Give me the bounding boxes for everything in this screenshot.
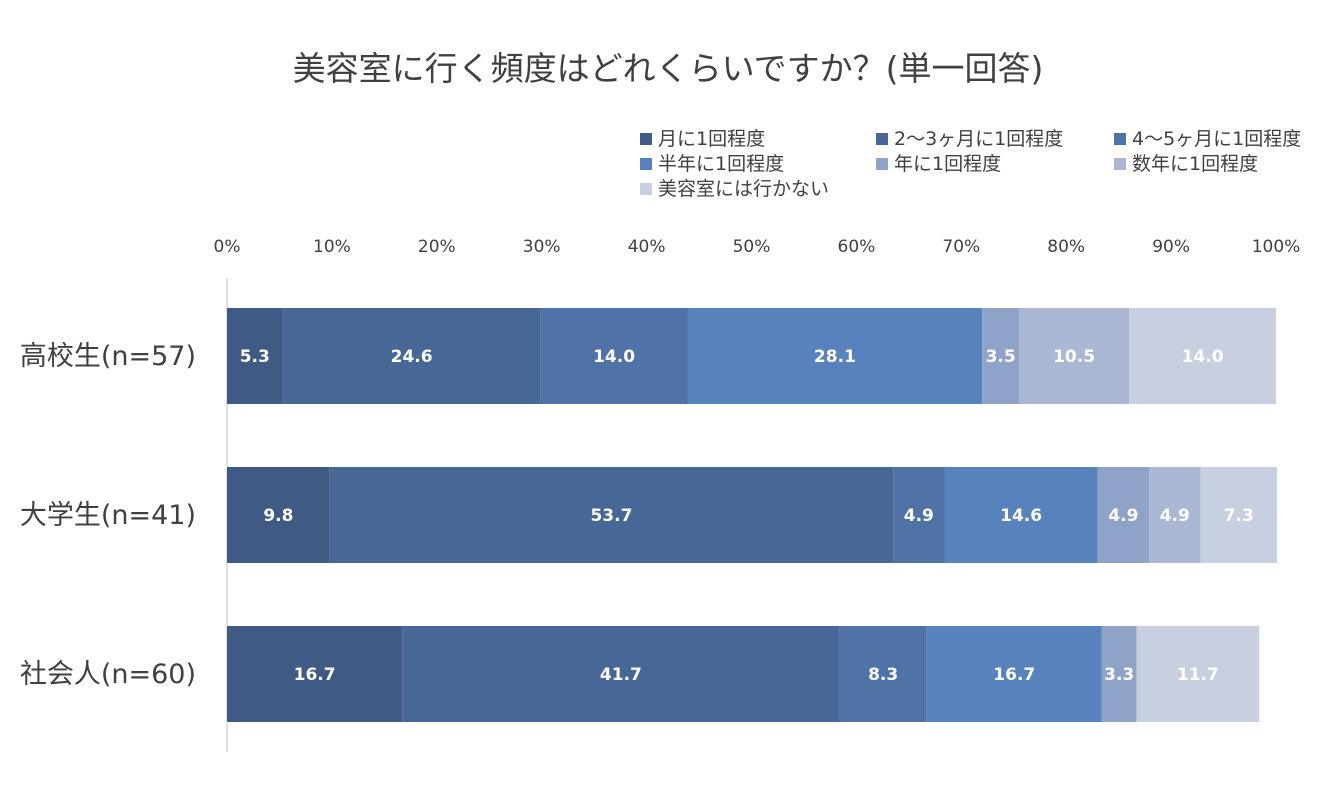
x-tick-label: 70% — [942, 237, 980, 257]
category-label: 高校生(n=57) — [20, 341, 196, 372]
bar-segment — [926, 626, 1102, 722]
data-label: 53.7 — [590, 506, 632, 526]
bar-segment — [687, 308, 983, 404]
bar-segment — [1136, 626, 1260, 722]
data-label: 14.0 — [593, 347, 635, 367]
data-label: 3.3 — [1104, 665, 1134, 685]
legend-swatch — [876, 133, 888, 145]
bar-segment — [402, 626, 840, 722]
legend-entry: 月に1回程度 — [658, 128, 765, 150]
data-label: 16.7 — [993, 665, 1035, 685]
legend-entry: 年に1回程度 — [894, 153, 1001, 175]
legend-entry: 2〜3ヶ月に1回程度 — [894, 128, 1063, 150]
chart-title: 美容室に行く頻度はどれくらいですか？(単一回答) — [293, 49, 1044, 88]
legend-swatch — [640, 133, 652, 145]
x-tick-label: 90% — [1152, 237, 1190, 257]
data-label: 14.0 — [1182, 347, 1224, 367]
x-tick-label: 100% — [1252, 237, 1301, 257]
data-label: 4.9 — [1160, 506, 1190, 526]
bar-segment — [1097, 467, 1150, 563]
legend-swatch — [1114, 133, 1126, 145]
bar-segment — [944, 467, 1098, 563]
data-label: 11.7 — [1177, 665, 1219, 685]
bar-segment — [893, 467, 945, 563]
bar-segment — [982, 308, 1019, 404]
bar-segment — [1018, 308, 1130, 404]
bar-segment — [227, 626, 403, 722]
data-label: 41.7 — [600, 665, 642, 685]
bar-segment — [227, 308, 283, 404]
bar-segment — [282, 308, 541, 404]
legend-swatch — [1114, 158, 1126, 170]
legend-entry: 半年に1回程度 — [658, 153, 784, 175]
data-label: 5.3 — [240, 347, 270, 367]
x-tick-label: 40% — [628, 237, 666, 257]
x-tick-label: 10% — [313, 237, 351, 257]
bar-segment — [1149, 467, 1201, 563]
x-tick-label: 30% — [523, 237, 561, 257]
data-label: 8.3 — [868, 665, 898, 685]
bars: 5.3 24.6 14.0 28.1 3.5 10.5 14.0 9.8 53.7 4.9 14.6… — [227, 308, 1278, 722]
bar-segment — [329, 467, 894, 563]
x-tick-label: 80% — [1047, 237, 1085, 257]
data-label: 16.7 — [294, 665, 336, 685]
data-label: 4.9 — [904, 506, 934, 526]
data-label: 28.1 — [814, 347, 856, 367]
legend-entry: 4〜5ヶ月に1回程度 — [1132, 128, 1301, 150]
x-axis-ticks: 0% 10% 20% 30% 40% 50% 60% 70% 80% 90% 100% — [214, 237, 1301, 257]
data-label: 24.6 — [391, 347, 433, 367]
legend-swatch — [640, 183, 652, 195]
data-label: 14.6 — [1000, 506, 1042, 526]
bar-segment — [227, 467, 330, 563]
category-labels: 高校生(n=57) 大学生(n=41) 社会人(n=60) — [20, 341, 196, 690]
data-label: 7.3 — [1224, 506, 1254, 526]
legend-swatch — [876, 158, 888, 170]
legend-swatch — [640, 158, 652, 170]
bar-segment — [1101, 626, 1137, 722]
legend-entry: 美容室には行かない — [658, 178, 829, 200]
x-tick-label: 50% — [733, 237, 771, 257]
x-tick-label: 0% — [214, 237, 241, 257]
data-label: 4.9 — [1108, 506, 1138, 526]
category-label: 大学生(n=41) — [20, 500, 196, 531]
data-label: 9.8 — [263, 506, 293, 526]
x-tick-label: 60% — [838, 237, 876, 257]
legend-entry: 数年に1回程度 — [1132, 153, 1258, 175]
category-label: 社会人(n=60) — [20, 659, 196, 690]
x-tick-label: 20% — [418, 237, 456, 257]
bar-segment — [540, 308, 688, 404]
bar-segment — [1129, 308, 1276, 404]
bar-segment — [839, 626, 927, 722]
bar-segment — [1200, 467, 1278, 563]
data-label: 10.5 — [1053, 347, 1095, 367]
data-label: 3.5 — [986, 347, 1016, 367]
